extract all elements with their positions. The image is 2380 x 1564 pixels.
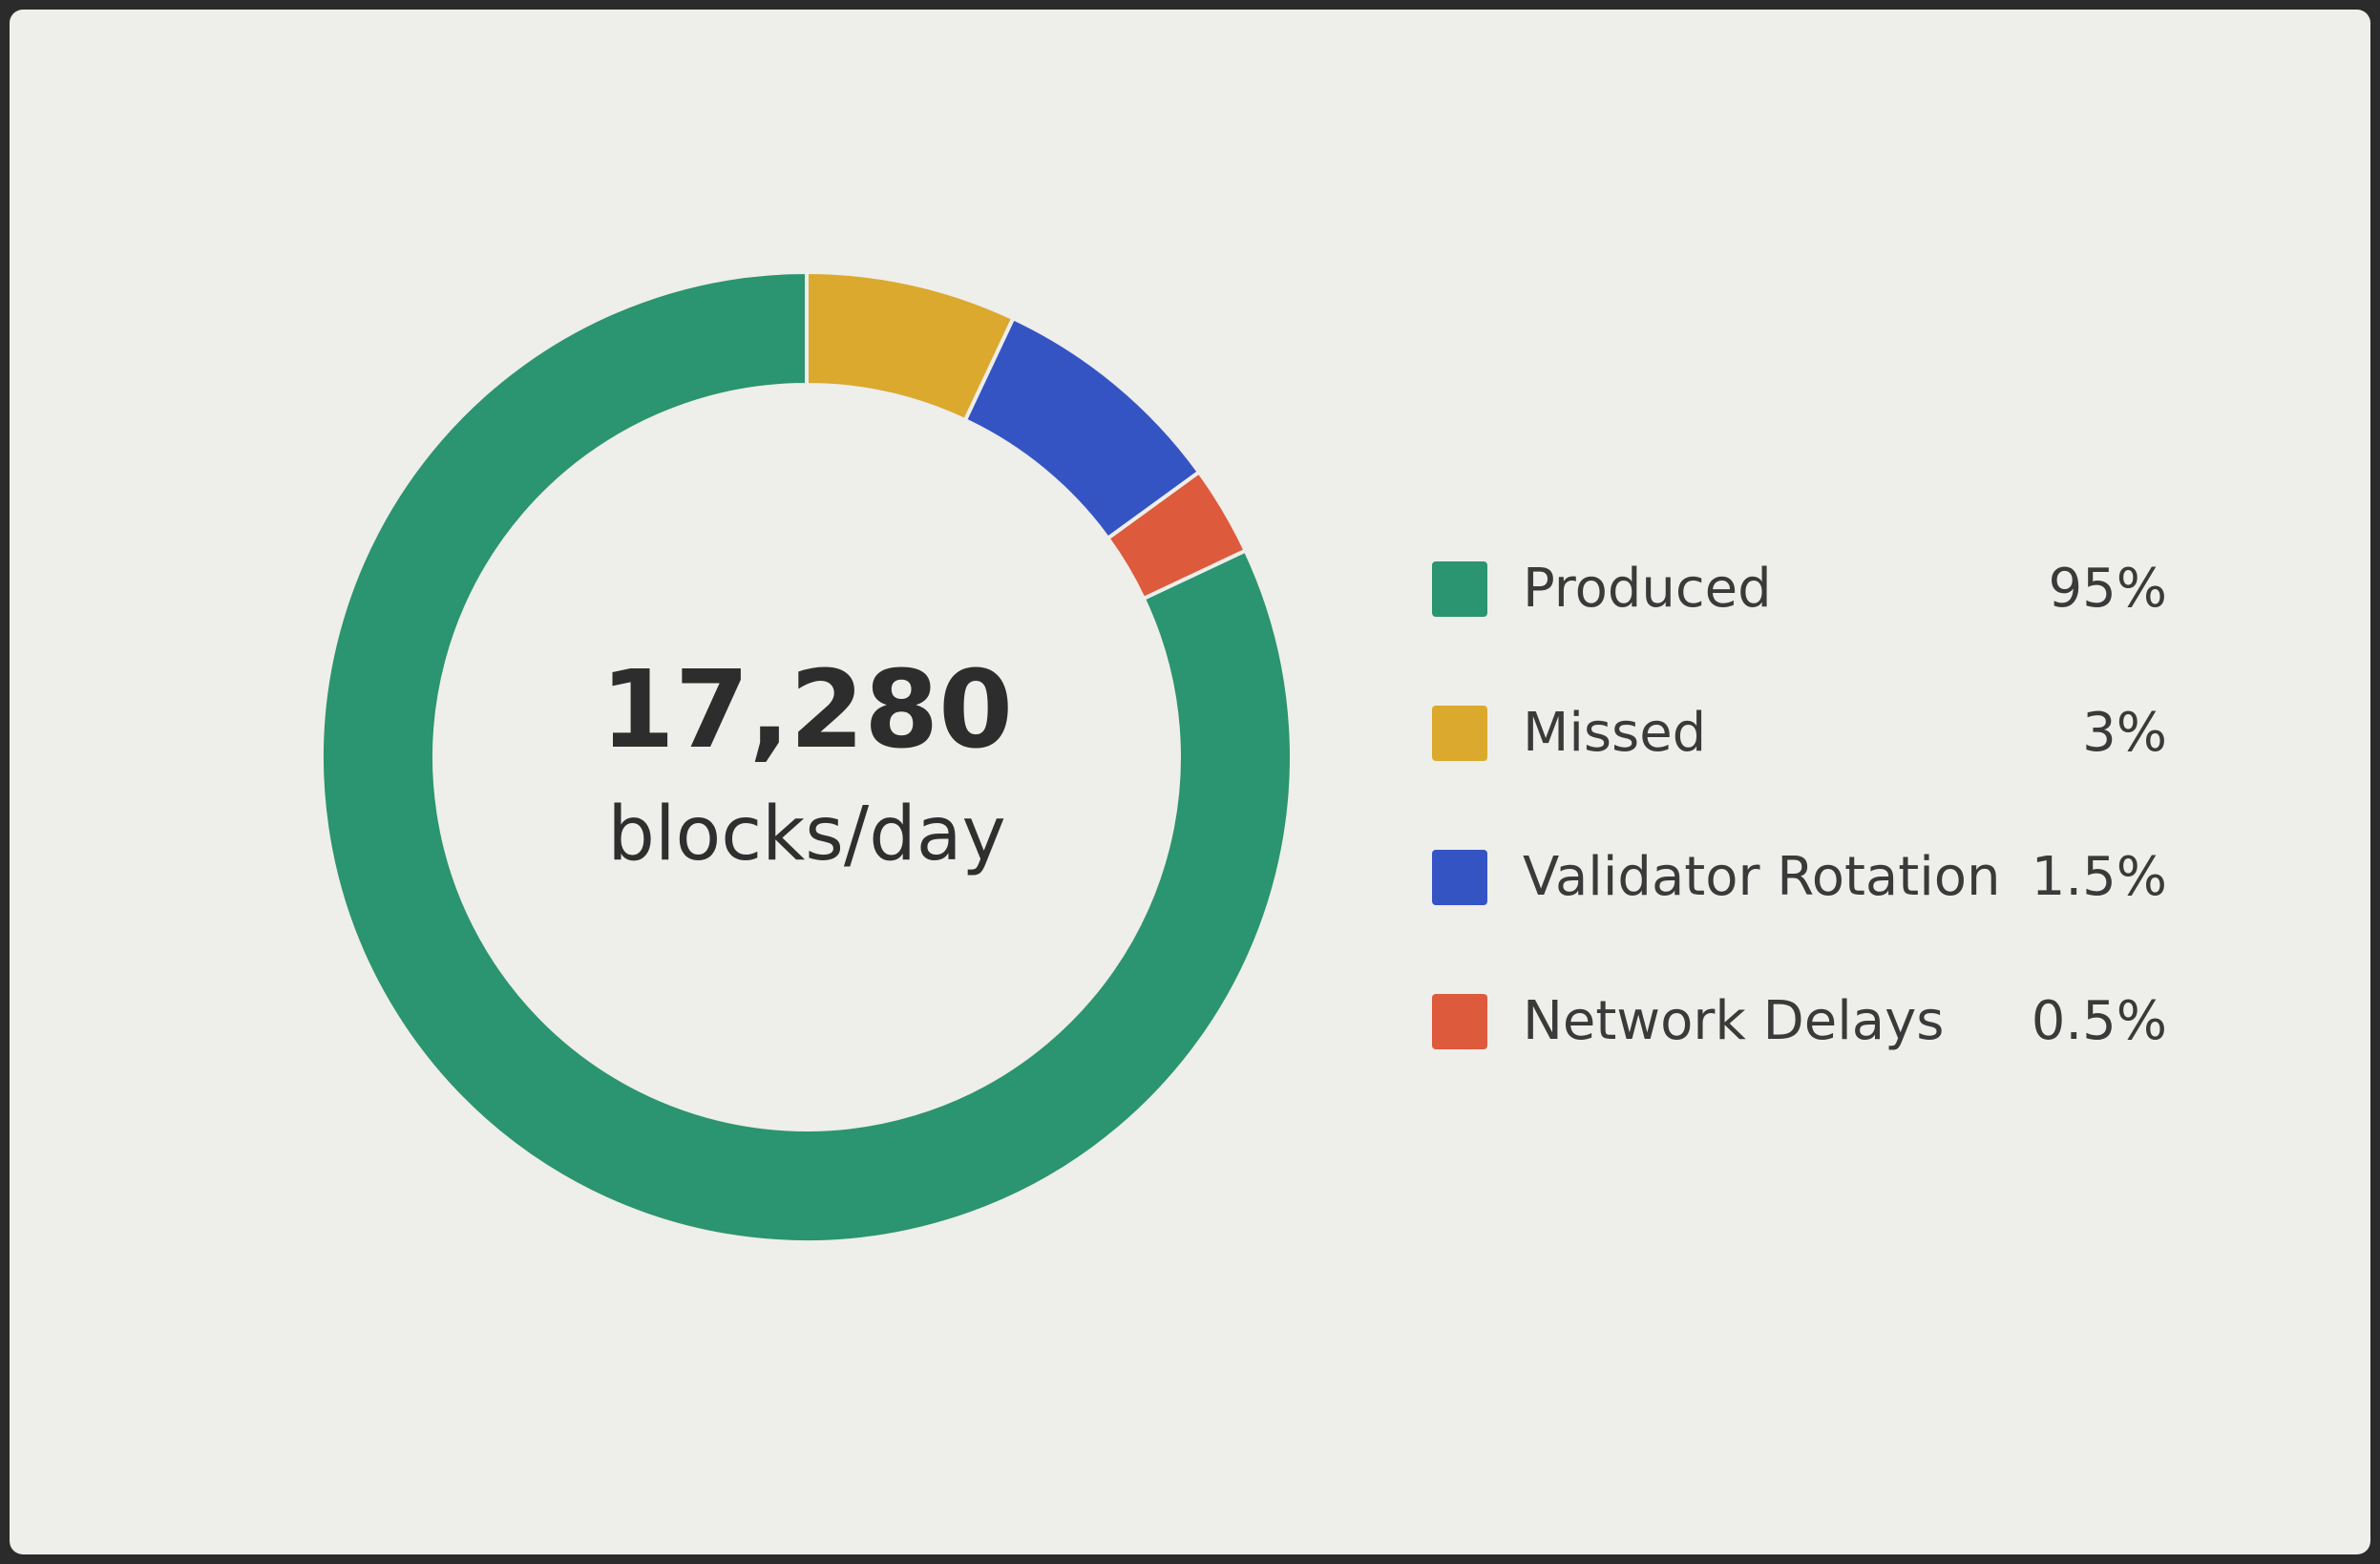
legend-swatch-validator-rotation xyxy=(1432,850,1487,905)
donut-slices xyxy=(320,269,1294,1244)
legend-swatch-network-delays xyxy=(1432,994,1487,1049)
legend-value-missed: 3% xyxy=(2082,702,2167,764)
legend-label-network-delays: Network Delays xyxy=(1523,990,1945,1052)
legend-item-missed: Missed 3% xyxy=(1432,688,2167,833)
legend-label-validator-rotation: Validator Rotation xyxy=(1523,846,2001,908)
legend: Produced 95% Missed 3% Validator Rotatio… xyxy=(1432,544,2167,1121)
legend-item-produced: Produced 95% xyxy=(1432,544,2167,688)
center-value: 17,280 xyxy=(600,648,1013,772)
donut-chart: 17,280 blocks/day xyxy=(320,269,1294,1244)
legend-item-network-delays: Network Delays 0.5% xyxy=(1432,977,2167,1121)
legend-value-network-delays: 0.5% xyxy=(2031,990,2167,1052)
legend-swatch-produced xyxy=(1432,561,1487,617)
chart-panel: 17,280 blocks/day Produced 95% Missed 3%… xyxy=(10,10,2370,1554)
donut-slice-produced xyxy=(320,269,1294,1244)
legend-label-missed: Missed xyxy=(1523,702,1707,764)
legend-value-produced: 95% xyxy=(2048,558,2167,620)
legend-swatch-missed xyxy=(1432,706,1487,761)
center-label: blocks/day xyxy=(607,792,1005,877)
legend-value-validator-rotation: 1.5% xyxy=(2031,846,2167,908)
legend-item-validator-rotation: Validator Rotation 1.5% xyxy=(1432,833,2167,977)
legend-label-produced: Produced xyxy=(1523,558,1772,620)
